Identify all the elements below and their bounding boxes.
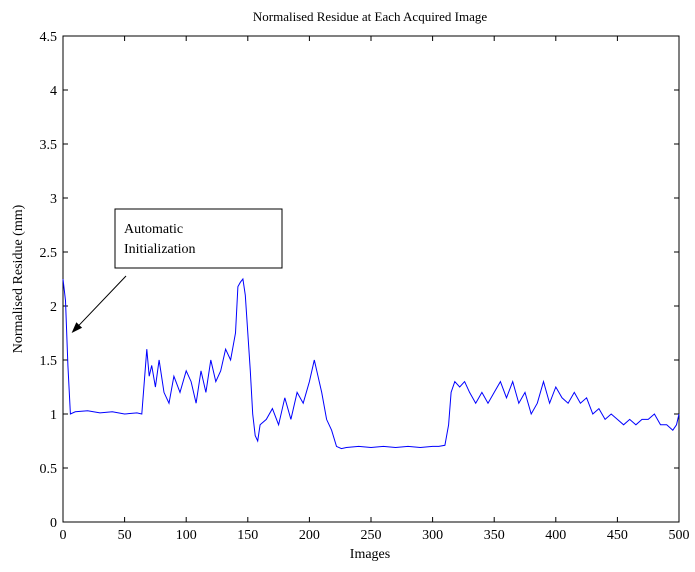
y-tick-label: 2 — [50, 300, 57, 315]
series-line — [62, 277, 680, 450]
y-tick-label: 4.5 — [40, 30, 58, 45]
x-tick-label: 200 — [299, 528, 320, 543]
annotation-arrowhead — [71, 322, 83, 333]
y-tick-label: 1 — [50, 408, 57, 423]
y-tick-label: 4 — [50, 84, 57, 99]
x-tick-label: 450 — [607, 528, 628, 543]
annotation-line-2: Initialization — [124, 242, 196, 257]
x-axis-label: Images — [350, 547, 390, 562]
x-tick-label: 0 — [60, 528, 67, 543]
y-tick-label: 0.5 — [40, 462, 58, 477]
annotation-arrow — [78, 275, 127, 326]
plot-area — [62, 35, 680, 523]
x-tick-label: 300 — [422, 528, 443, 543]
x-tick-label: 250 — [361, 528, 382, 543]
x-tick-label: 500 — [669, 528, 690, 543]
annotation: Automatic Initialization — [71, 208, 283, 333]
x-axis: 0 50 100 150 200 250 300 350 400 450 500 — [60, 36, 690, 543]
y-axis-label: Normalised Residue (mm) — [11, 204, 26, 353]
x-tick-label: 400 — [545, 528, 566, 543]
y-axis: 0 0.5 1 1.5 2 2.5 3 3.5 4 4.5 — [40, 30, 679, 531]
y-tick-label: 2.5 — [40, 246, 58, 261]
chart-title: Normalised Residue at Each Acquired Imag… — [253, 9, 488, 24]
y-tick-label: 0 — [50, 516, 57, 531]
annotation-box — [114, 208, 283, 269]
annotation-line-1: Automatic — [124, 222, 183, 237]
x-tick-label: 150 — [237, 528, 258, 543]
x-tick-label: 350 — [484, 528, 505, 543]
y-tick-label: 3 — [50, 192, 57, 207]
y-tick-label: 3.5 — [40, 138, 58, 153]
y-tick-label: 1.5 — [40, 354, 58, 369]
x-tick-label: 50 — [118, 528, 132, 543]
x-tick-label: 100 — [176, 528, 197, 543]
